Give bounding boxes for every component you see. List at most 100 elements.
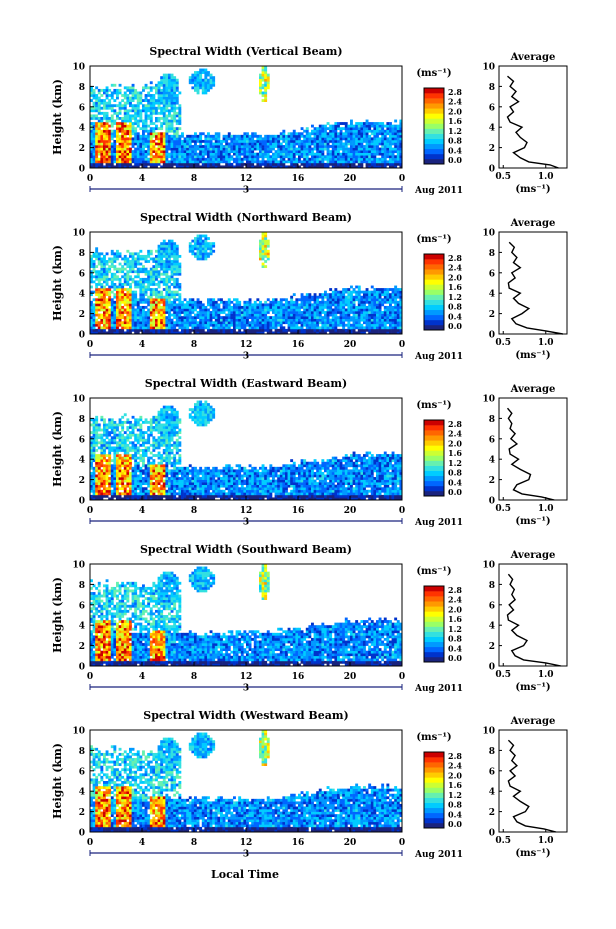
heatmap-cell — [225, 313, 229, 317]
heatmap-cell — [207, 142, 210, 146]
heatmap-cell — [389, 162, 392, 166]
heatmap-cell — [253, 308, 257, 312]
heatmap-cell — [381, 293, 385, 297]
heatmap-cell — [160, 134, 164, 138]
heatmap-cell — [97, 321, 101, 325]
heatmap-cell — [381, 288, 385, 291]
heatmap-cell — [144, 257, 148, 261]
heatmap-cell — [253, 139, 257, 143]
heatmap-cell — [152, 277, 156, 281]
heatmap-cell — [95, 308, 99, 312]
heatmap-cell — [279, 157, 283, 161]
heatmap-cell — [183, 160, 187, 164]
heatmap-cell — [168, 147, 171, 151]
heatmap-cell — [97, 257, 101, 261]
heatmap-cell — [142, 160, 145, 164]
heatmap-cell — [363, 147, 366, 151]
heatmap-cell — [324, 295, 327, 299]
heatmap-cell — [378, 326, 382, 330]
heatmap-cell — [368, 160, 372, 164]
heatmap-cell — [178, 147, 182, 151]
heatmap-cell — [287, 313, 291, 317]
heatmap-cell — [95, 300, 99, 304]
heatmap-cell — [162, 83, 166, 87]
heatmap-cell — [110, 272, 114, 276]
heatmap-cell — [256, 326, 260, 330]
heatmap-cell — [386, 318, 390, 322]
average-frame — [498, 65, 568, 169]
heatmap-cell — [396, 300, 400, 304]
heatmap-cell — [121, 152, 125, 156]
heatmap-cell — [360, 127, 364, 131]
heatmap-cell — [126, 295, 130, 299]
heatmap-cell — [352, 134, 356, 138]
heatmap-cell — [173, 323, 177, 327]
heatmap-cell — [105, 101, 109, 105]
heatmap-cell — [360, 137, 364, 141]
heatmap-cell — [264, 305, 268, 309]
heatmap-cell — [285, 145, 288, 148]
heatmap-cell — [230, 308, 234, 312]
heatmap-cell — [391, 300, 395, 304]
heatmap-cell — [152, 331, 156, 335]
heatmap-cell — [90, 311, 93, 314]
heatmap-cell — [170, 106, 174, 110]
heatmap-cell — [246, 155, 249, 159]
heatmap-cell — [110, 469, 114, 473]
heatmap-cell — [290, 328, 294, 332]
heatmap-cell — [316, 137, 320, 141]
heatmap-cell — [90, 142, 93, 146]
heatmap-cell — [365, 313, 369, 317]
heatmap-cell — [157, 96, 161, 100]
heatmap-cell — [199, 311, 203, 314]
heatmap-cell — [199, 137, 203, 141]
heatmap-cell — [350, 285, 353, 289]
heatmap-cell — [162, 323, 166, 327]
heatmap-cell — [142, 145, 145, 148]
heatmap-cell — [287, 316, 291, 319]
heatmap-cell — [142, 86, 145, 90]
heatmap-cell — [108, 129, 112, 133]
heatmap-cell — [116, 252, 119, 256]
heatmap-cell — [123, 298, 127, 302]
heatmap-cell — [269, 331, 273, 335]
heatmap-cell — [344, 165, 348, 169]
heatmap-cell — [152, 275, 156, 279]
heatmap-cell — [355, 316, 359, 319]
heatmap-cell — [207, 254, 210, 258]
heatmap-cell — [139, 283, 143, 286]
heatmap-cell — [126, 117, 130, 120]
heatmap-cell — [136, 124, 140, 128]
heatmap-cell — [108, 288, 112, 291]
heatmap-cell — [123, 260, 127, 263]
heatmap-cell — [110, 160, 114, 164]
heatmap-cell — [201, 254, 205, 258]
heatmap-cell — [295, 134, 299, 138]
heatmap-cell — [131, 280, 135, 284]
heatmap-cell — [298, 134, 301, 138]
heatmap-cell — [230, 328, 234, 332]
heatmap-cell — [92, 106, 96, 110]
avg-y-tick-label: 2 — [489, 310, 495, 320]
heatmap-cell — [95, 277, 99, 281]
heatmap-cell — [334, 147, 338, 151]
heatmap-cell — [123, 117, 127, 120]
heatmap-cell — [243, 134, 247, 138]
heatmap-cell — [90, 145, 93, 148]
heatmap-cell — [152, 308, 156, 312]
heatmap-cell — [383, 331, 387, 335]
heatmap-cell — [157, 318, 161, 322]
heatmap-cell — [157, 275, 161, 279]
heatmap-cell — [108, 119, 112, 123]
heatmap-cell — [90, 331, 93, 335]
heatmap-cell — [292, 331, 296, 335]
heatmap-cell — [142, 331, 145, 335]
heatmap-cell — [155, 272, 158, 276]
heatmap-cell — [352, 328, 356, 332]
heatmap-cell — [266, 134, 270, 138]
heatmap-cell — [129, 139, 132, 143]
heatmap-cell — [92, 165, 96, 169]
heatmap-cell — [376, 303, 379, 307]
heatmap-cell — [95, 415, 99, 419]
heatmap-cell — [142, 313, 145, 317]
